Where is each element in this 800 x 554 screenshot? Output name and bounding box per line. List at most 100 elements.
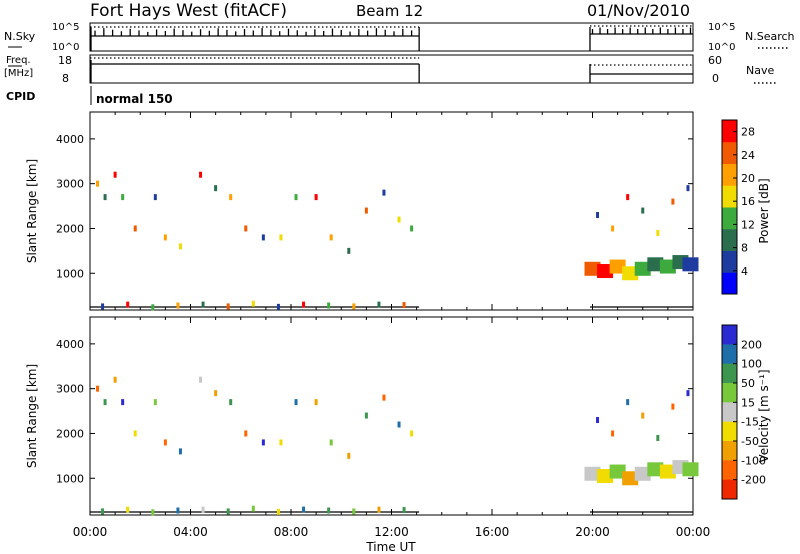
power-y-ticks: 1000 2000 3000 4000 bbox=[56, 133, 693, 280]
data-point bbox=[659, 259, 676, 274]
colorbar-segment bbox=[722, 120, 737, 143]
nsearch-tick-low: 10^0 bbox=[708, 42, 735, 53]
beam-label: Beam 12 bbox=[356, 2, 423, 20]
colorbar-segment bbox=[722, 479, 737, 500]
colorbar-tick-label: 16 bbox=[741, 195, 755, 208]
colorbar-segment bbox=[722, 441, 737, 461]
freq-label-line2: [MHz] bbox=[4, 68, 33, 79]
data-point bbox=[133, 430, 137, 437]
nsky-panel-frame bbox=[89, 22, 694, 52]
power-panel-frame bbox=[89, 111, 694, 311]
data-point bbox=[126, 506, 130, 513]
data-point bbox=[647, 462, 664, 477]
colorbar-frame bbox=[721, 324, 738, 500]
data-point bbox=[597, 264, 614, 279]
data-point bbox=[276, 303, 280, 310]
data-point bbox=[121, 194, 125, 201]
cpid-label: CPID bbox=[6, 90, 35, 103]
nsky-tick-high: 10^5 bbox=[52, 22, 79, 33]
colorbar-tick-label: 15 bbox=[741, 396, 755, 409]
data-point bbox=[96, 180, 100, 187]
colorbar-segment bbox=[722, 272, 737, 295]
data-point bbox=[611, 225, 615, 232]
data-point bbox=[584, 261, 601, 276]
data-point bbox=[178, 448, 182, 455]
data-point bbox=[410, 430, 414, 437]
data-point bbox=[96, 385, 100, 392]
freq-tick-high: 18 bbox=[58, 54, 72, 67]
colorbar-tick-label: -100 bbox=[741, 454, 766, 467]
colorbar-segment bbox=[722, 363, 737, 384]
data-point bbox=[151, 509, 155, 516]
data-point bbox=[103, 194, 107, 201]
colorbar-tick-label: 24 bbox=[741, 149, 755, 162]
y-tick-label: 4000 bbox=[56, 133, 84, 146]
data-point bbox=[626, 194, 630, 201]
data-point bbox=[402, 507, 406, 514]
data-point bbox=[347, 247, 351, 254]
power-data-marks bbox=[90, 171, 699, 311]
data-point bbox=[397, 216, 401, 223]
data-point bbox=[584, 466, 601, 481]
data-point bbox=[251, 505, 255, 512]
data-point bbox=[176, 302, 180, 309]
colorbar-segment bbox=[722, 228, 737, 251]
colorbar-tick-label: 28 bbox=[741, 126, 755, 139]
data-point bbox=[229, 194, 233, 201]
data-point bbox=[686, 185, 690, 192]
freq-panel-frame bbox=[89, 54, 694, 84]
y-tick-label: 2000 bbox=[56, 427, 84, 440]
data-point bbox=[314, 194, 318, 201]
colorbar-segment bbox=[722, 460, 737, 481]
data-point bbox=[261, 234, 265, 241]
data-point bbox=[244, 430, 248, 437]
colorbar-tick-label: -15 bbox=[741, 416, 759, 429]
date-label: 01/Nov/2010 bbox=[587, 1, 690, 20]
data-point bbox=[226, 303, 230, 310]
data-point bbox=[121, 399, 125, 406]
data-point bbox=[302, 301, 306, 308]
colorbar-tick-label: 8 bbox=[741, 242, 748, 255]
data-point bbox=[176, 507, 180, 514]
velocity-y-axis-label: Slant Range [km] bbox=[25, 364, 39, 468]
colorbar-segment bbox=[722, 163, 737, 186]
colorbar-segment bbox=[722, 141, 737, 164]
y-tick-label: 1000 bbox=[56, 472, 84, 485]
data-point bbox=[382, 189, 386, 196]
time-tick-label: 20:00 bbox=[575, 525, 610, 539]
data-point bbox=[201, 301, 205, 308]
data-point bbox=[294, 399, 298, 406]
power-y-axis-label: Slant Range [km] bbox=[25, 159, 39, 263]
nsky-trace bbox=[90, 25, 693, 51]
data-point bbox=[377, 506, 381, 513]
nave-tick-high: 60 bbox=[708, 54, 722, 67]
nsky-label: N.Sky bbox=[4, 30, 36, 43]
data-point bbox=[133, 225, 137, 232]
data-point bbox=[656, 229, 660, 236]
nsearch-label: N.Search bbox=[745, 30, 795, 43]
y-tick-label: 1000 bbox=[56, 267, 84, 280]
power-x-ticks bbox=[89, 112, 694, 310]
data-point bbox=[410, 225, 414, 232]
velocity-colorbar-label: Velocity [m s⁻¹] bbox=[757, 369, 771, 462]
data-point bbox=[214, 390, 218, 397]
data-point bbox=[294, 194, 298, 201]
colorbar-segment bbox=[722, 207, 737, 230]
data-point bbox=[622, 471, 639, 486]
freq-trace bbox=[90, 57, 693, 83]
data-point bbox=[314, 399, 318, 406]
colorbar-segment bbox=[722, 325, 737, 345]
cpid-value: normal 150 bbox=[96, 92, 173, 106]
colorbar-tick-label: -200 bbox=[741, 474, 766, 487]
velocity-colorbar: 200 100 50 15 -15 -50 -100 -200 bbox=[721, 324, 766, 500]
colorbar-segment bbox=[722, 250, 737, 273]
colorbar-segment bbox=[722, 383, 737, 403]
nave-label: Nave bbox=[746, 64, 774, 77]
colorbar-tick-label: 20 bbox=[741, 172, 755, 185]
time-tick-label: 12:00 bbox=[374, 525, 409, 539]
data-point bbox=[634, 466, 651, 481]
y-tick-label: 4000 bbox=[56, 338, 84, 351]
data-point bbox=[113, 171, 117, 178]
data-point bbox=[153, 399, 157, 406]
data-point bbox=[199, 171, 203, 178]
